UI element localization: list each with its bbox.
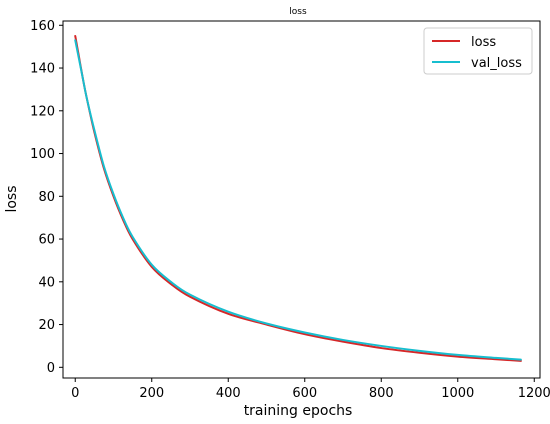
y-tick-label: 20 <box>38 318 55 333</box>
y-tick-label: 40 <box>38 275 55 290</box>
y-axis: 0 20 40 60 80 100 120 140 160 <box>30 19 63 376</box>
y-tick-label: 80 <box>38 190 55 205</box>
series-line-loss <box>74 34 522 362</box>
x-tick-label: 800 <box>369 386 394 401</box>
x-tick-label: 1000 <box>441 386 474 401</box>
plot-area <box>74 34 522 362</box>
y-tick-label: 160 <box>30 19 55 34</box>
x-axis-label: training epochs <box>244 403 353 419</box>
plot-frame <box>62 20 541 379</box>
y-tick-label: 120 <box>30 104 55 119</box>
y-tick-label: 140 <box>30 62 55 77</box>
y-tick-label: 0 <box>47 361 55 376</box>
x-tick-label: 200 <box>139 386 164 401</box>
legend-label-val-loss: val_loss <box>471 56 522 71</box>
legend: loss val_loss <box>423 27 533 75</box>
x-axis: 0 200 400 600 800 1000 1200 <box>71 378 550 401</box>
y-tick-label: 100 <box>30 147 55 162</box>
chart-title: loss <box>289 7 307 17</box>
x-tick-label: 400 <box>216 386 241 401</box>
x-tick-label: 0 <box>71 386 79 401</box>
y-axis-label: loss <box>4 185 20 212</box>
legend-label-loss: loss <box>471 35 496 50</box>
series-line-val-loss <box>74 39 522 361</box>
y-tick-label: 60 <box>38 233 55 248</box>
x-tick-label: 600 <box>292 386 317 401</box>
x-tick-label: 1200 <box>518 386 550 401</box>
